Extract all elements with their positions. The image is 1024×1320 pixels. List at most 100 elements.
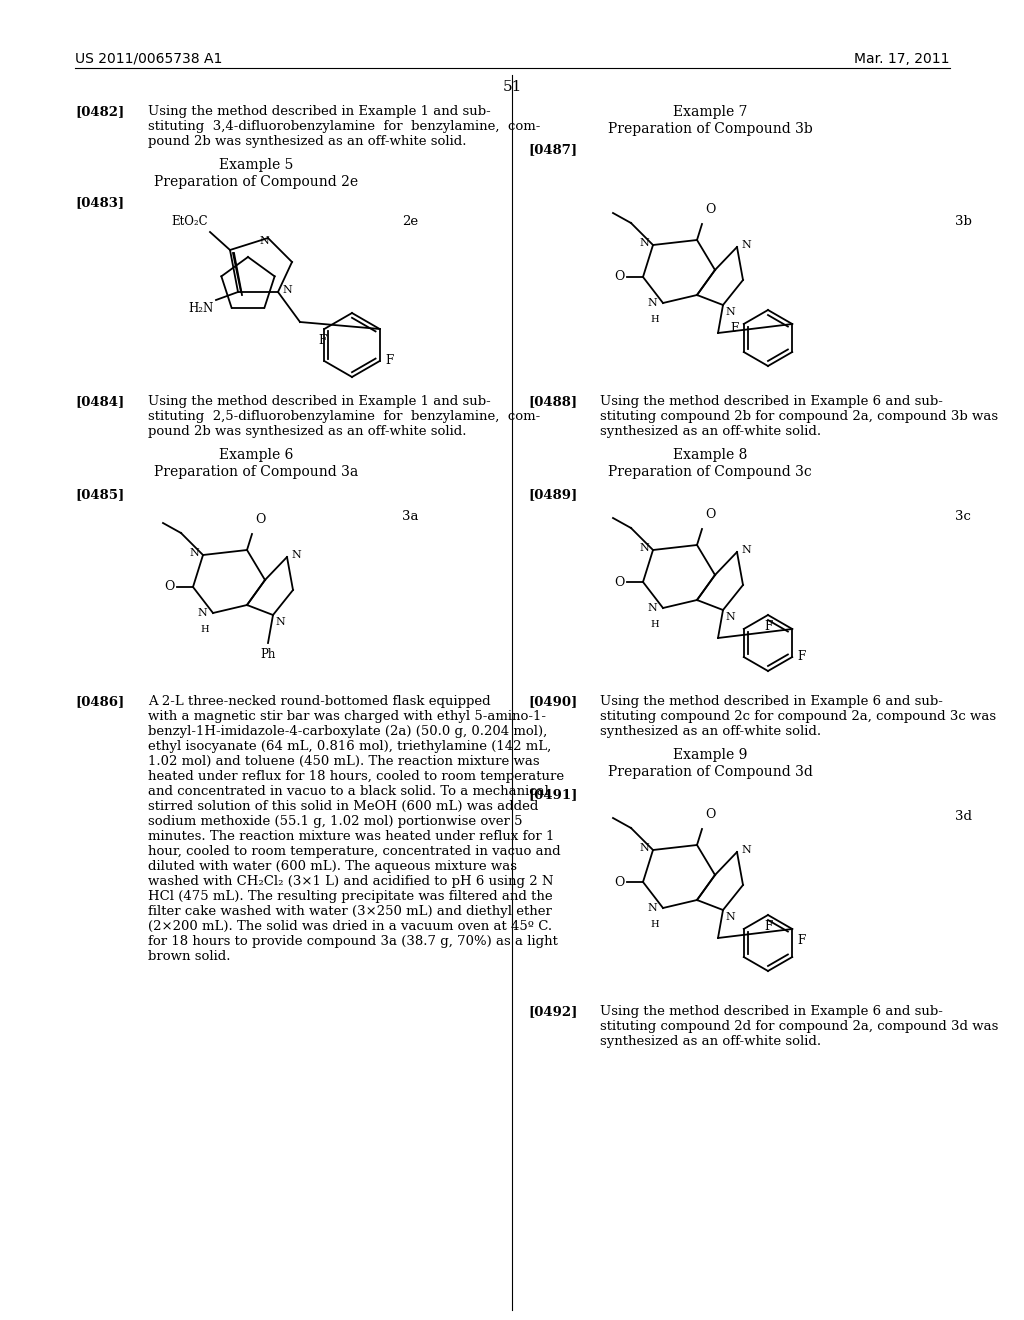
Text: N: N: [639, 238, 649, 248]
Text: Example 6: Example 6: [219, 447, 293, 462]
Text: O: O: [165, 581, 175, 594]
Text: diluted with water (600 mL). The aqueous mixture was: diluted with water (600 mL). The aqueous…: [148, 861, 517, 873]
Text: 2e: 2e: [402, 215, 418, 228]
Text: H₂N: H₂N: [188, 302, 214, 315]
Text: F: F: [764, 920, 772, 933]
Text: brown solid.: brown solid.: [148, 950, 230, 964]
Text: N: N: [639, 843, 649, 853]
Text: [0487]: [0487]: [528, 143, 578, 156]
Text: US 2011/0065738 A1: US 2011/0065738 A1: [75, 51, 222, 66]
Text: stirred solution of this solid in MeOH (600 mL) was added: stirred solution of this solid in MeOH (…: [148, 800, 539, 813]
Text: [0490]: [0490]: [528, 696, 578, 708]
Text: 51: 51: [503, 81, 521, 94]
Text: (2×200 mL). The solid was dried in a vacuum oven at 45º C.: (2×200 mL). The solid was dried in a vac…: [148, 920, 552, 933]
Text: [0491]: [0491]: [528, 788, 578, 801]
Text: Mar. 17, 2011: Mar. 17, 2011: [854, 51, 950, 66]
Text: hour, cooled to room temperature, concentrated in vacuo and: hour, cooled to room temperature, concen…: [148, 845, 560, 858]
Text: F: F: [386, 355, 394, 367]
Text: N: N: [647, 903, 657, 913]
Text: [0489]: [0489]: [528, 488, 578, 502]
Text: N: N: [741, 545, 751, 554]
Text: [0483]: [0483]: [75, 195, 124, 209]
Text: N: N: [725, 612, 735, 622]
Text: H: H: [650, 620, 659, 630]
Text: N: N: [741, 845, 751, 855]
Text: synthesized as an off-white solid.: synthesized as an off-white solid.: [600, 1035, 821, 1048]
Text: heated under reflux for 18 hours, cooled to room temperature: heated under reflux for 18 hours, cooled…: [148, 770, 564, 783]
Text: [0485]: [0485]: [75, 488, 124, 502]
Text: F: F: [764, 620, 772, 634]
Text: H: H: [650, 920, 659, 929]
Text: O: O: [705, 508, 716, 521]
Text: O: O: [705, 203, 716, 216]
Text: [0488]: [0488]: [528, 395, 578, 408]
Text: [0484]: [0484]: [75, 395, 124, 408]
Text: and concentrated in vacuo to a black solid. To a mechanical: and concentrated in vacuo to a black sol…: [148, 785, 549, 799]
Text: F: F: [798, 935, 806, 946]
Text: O: O: [614, 271, 625, 284]
Text: N: N: [647, 298, 657, 308]
Text: synthesized as an off-white solid.: synthesized as an off-white solid.: [600, 425, 821, 438]
Text: 3c: 3c: [955, 510, 971, 523]
Text: H: H: [201, 624, 209, 634]
Text: 1.02 mol) and toluene (450 mL). The reaction mixture was: 1.02 mol) and toluene (450 mL). The reac…: [148, 755, 540, 768]
Text: Example 8: Example 8: [673, 447, 748, 462]
Text: N: N: [275, 616, 285, 627]
Text: [0486]: [0486]: [75, 696, 124, 708]
Text: stituting  2,5-difluorobenzylamine  for  benzylamine,  com-: stituting 2,5-difluorobenzylamine for be…: [148, 411, 541, 422]
Text: Using the method described in Example 1 and sub-: Using the method described in Example 1 …: [148, 395, 490, 408]
Text: benzyl-1H-imidazole-4-carboxylate (2a) (50.0 g, 0.204 mol),: benzyl-1H-imidazole-4-carboxylate (2a) (…: [148, 725, 547, 738]
Text: O: O: [614, 576, 625, 589]
Text: F: F: [730, 322, 738, 335]
Text: ethyl isocyanate (64 mL, 0.816 mol), triethylamine (142 mL,: ethyl isocyanate (64 mL, 0.816 mol), tri…: [148, 741, 551, 752]
Text: 3b: 3b: [955, 215, 972, 228]
Text: A 2-L three-necked round-bottomed flask equipped: A 2-L three-necked round-bottomed flask …: [148, 696, 490, 708]
Text: N: N: [725, 912, 735, 921]
Text: F: F: [318, 334, 327, 347]
Text: stituting compound 2d for compound 2a, compound 3d was: stituting compound 2d for compound 2a, c…: [600, 1020, 998, 1034]
Text: EtO₂C: EtO₂C: [171, 215, 208, 228]
Text: 3d: 3d: [955, 810, 972, 822]
Text: synthesized as an off-white solid.: synthesized as an off-white solid.: [600, 725, 821, 738]
Text: Preparation of Compound 3c: Preparation of Compound 3c: [608, 465, 812, 479]
Text: N: N: [639, 543, 649, 553]
Text: [0482]: [0482]: [75, 106, 124, 117]
Text: pound 2b was synthesized as an off-white solid.: pound 2b was synthesized as an off-white…: [148, 425, 467, 438]
Text: N: N: [189, 548, 199, 558]
Text: minutes. The reaction mixture was heated under reflux for 1: minutes. The reaction mixture was heated…: [148, 830, 554, 843]
Text: with a magnetic stir bar was charged with ethyl 5-amino-1-: with a magnetic stir bar was charged wit…: [148, 710, 546, 723]
Text: filter cake washed with water (3×250 mL) and diethyl ether: filter cake washed with water (3×250 mL)…: [148, 906, 552, 917]
Text: Using the method described in Example 1 and sub-: Using the method described in Example 1 …: [148, 106, 490, 117]
Text: Preparation of Compound 3a: Preparation of Compound 3a: [154, 465, 358, 479]
Text: Example 9: Example 9: [673, 748, 748, 762]
Text: N: N: [647, 603, 657, 612]
Text: N: N: [725, 308, 735, 317]
Text: washed with CH₂Cl₂ (3×1 L) and acidified to pH 6 using 2 N: washed with CH₂Cl₂ (3×1 L) and acidified…: [148, 875, 554, 888]
Text: H: H: [650, 315, 659, 323]
Text: Using the method described in Example 6 and sub-: Using the method described in Example 6 …: [600, 696, 943, 708]
Text: [0492]: [0492]: [528, 1005, 578, 1018]
Text: stituting  3,4-difluorobenzylamine  for  benzylamine,  com-: stituting 3,4-difluorobenzylamine for be…: [148, 120, 541, 133]
Text: N: N: [259, 236, 269, 246]
Text: Using the method described in Example 6 and sub-: Using the method described in Example 6 …: [600, 1005, 943, 1018]
Text: stituting compound 2b for compound 2a, compound 3b was: stituting compound 2b for compound 2a, c…: [600, 411, 998, 422]
Text: HCl (475 mL). The resulting precipitate was filtered and the: HCl (475 mL). The resulting precipitate …: [148, 890, 553, 903]
Text: N: N: [291, 550, 301, 560]
Text: for 18 hours to provide compound 3a (38.7 g, 70%) as a light: for 18 hours to provide compound 3a (38.…: [148, 935, 558, 948]
Text: Ph: Ph: [260, 648, 275, 661]
Text: Preparation of Compound 3b: Preparation of Compound 3b: [607, 121, 812, 136]
Text: 3a: 3a: [402, 510, 419, 523]
Text: N: N: [198, 609, 207, 618]
Text: O: O: [255, 513, 265, 525]
Text: Preparation of Compound 3d: Preparation of Compound 3d: [607, 766, 812, 779]
Text: Example 7: Example 7: [673, 106, 748, 119]
Text: stituting compound 2c for compound 2a, compound 3c was: stituting compound 2c for compound 2a, c…: [600, 710, 996, 723]
Text: sodium methoxide (55.1 g, 1.02 mol) portionwise over 5: sodium methoxide (55.1 g, 1.02 mol) port…: [148, 814, 522, 828]
Text: Example 5: Example 5: [219, 158, 293, 172]
Text: N: N: [282, 285, 292, 294]
Text: Using the method described in Example 6 and sub-: Using the method described in Example 6 …: [600, 395, 943, 408]
Text: pound 2b was synthesized as an off-white solid.: pound 2b was synthesized as an off-white…: [148, 135, 467, 148]
Text: F: F: [798, 651, 806, 664]
Text: O: O: [705, 808, 716, 821]
Text: O: O: [614, 875, 625, 888]
